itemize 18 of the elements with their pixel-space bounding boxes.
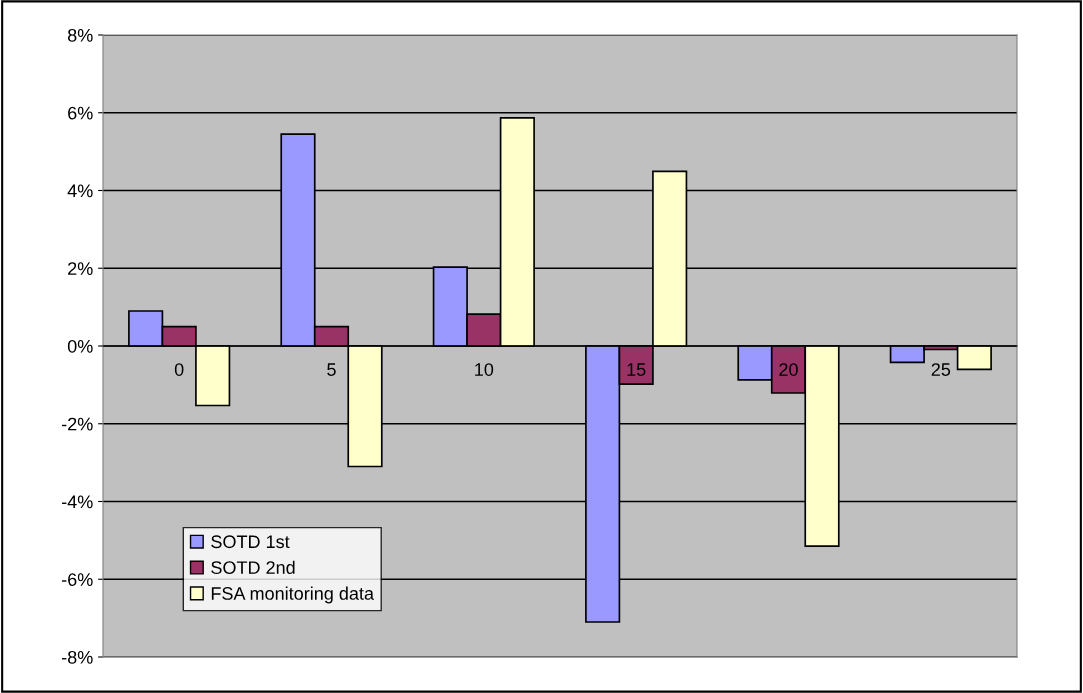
y-tick-label: -2% bbox=[61, 417, 93, 431]
y-tick-label: -6% bbox=[61, 573, 93, 586]
x-tick-label: 5 bbox=[327, 363, 336, 376]
x-tick-label: 10 bbox=[475, 363, 494, 376]
x-tick-label: 15 bbox=[627, 363, 646, 376]
y-tick-label: 6% bbox=[68, 106, 93, 120]
legend-label: FSA monitoring data bbox=[211, 586, 374, 604]
y-tick-label: 0% bbox=[67, 339, 93, 353]
legend-label: SOTD 1st bbox=[211, 535, 290, 549]
y-tick-label: 2% bbox=[68, 262, 93, 275]
legend-label: SOTD 2nd bbox=[211, 560, 295, 574]
x-tick-label: 20 bbox=[779, 363, 798, 376]
y-tick-label: 8% bbox=[67, 28, 93, 42]
x-tick-label: 0 bbox=[174, 363, 184, 376]
x-tick-label: 25 bbox=[931, 363, 951, 376]
y-tick-label: -8% bbox=[61, 650, 93, 664]
y-tick-label: -4% bbox=[61, 495, 93, 509]
y-tick-label: 4% bbox=[67, 184, 93, 198]
